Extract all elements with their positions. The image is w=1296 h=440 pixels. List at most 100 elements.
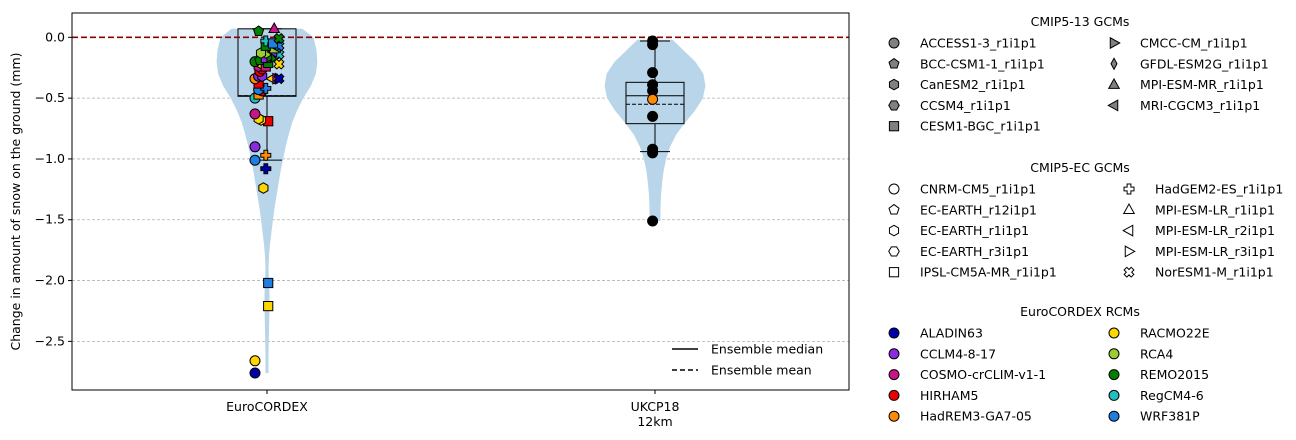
legend-label: CESM1-BGC_r1i1p1 (920, 119, 1041, 134)
violin-body (216, 28, 318, 374)
legend-marker (1108, 369, 1120, 381)
data-point (253, 25, 265, 36)
data-point (267, 38, 279, 49)
legend-marker (1124, 245, 1136, 258)
y-tick-label: −0.5 (35, 90, 65, 105)
legend-marker (1122, 203, 1136, 215)
y-axis-label: Change in amount of snow on the ground (… (8, 52, 23, 350)
data-point (260, 149, 272, 161)
legend-marker (888, 410, 900, 422)
data-point (647, 110, 659, 122)
data-point (249, 367, 261, 379)
legend-label: NorESM1-M_r1i1p1 (1155, 265, 1274, 280)
legend-label: ALADIN63 (920, 326, 983, 341)
legend-label: EC-EARTH_r3i1p1 (920, 244, 1029, 259)
inner-legend-label: Ensemble median (711, 342, 823, 357)
legend-label: REMO2015 (1140, 367, 1209, 382)
legend-marker (1108, 410, 1120, 422)
data-point (647, 215, 659, 227)
legend-marker (1123, 266, 1135, 278)
legend-label: GFDL-ESM2G_r1i1p1 (1140, 56, 1269, 71)
legend-marker (1110, 57, 1118, 71)
legend-marker (888, 369, 900, 381)
legend-group-title: CMIP5-13 GCMs (1031, 14, 1130, 29)
legend-marker (888, 37, 900, 49)
legend-label: WRF381P (1140, 409, 1200, 424)
legend-marker (888, 121, 900, 132)
data-point (249, 355, 261, 367)
data-point (647, 93, 659, 105)
legend-label: EC-EARTH_r1i1p1 (920, 223, 1029, 238)
legend-label: CanESM2_r1i1p1 (920, 77, 1026, 92)
box (237, 28, 297, 97)
y-tick-label: −1.5 (35, 212, 65, 227)
data-point (249, 154, 261, 166)
legend-group: CMIP5-EC GCMs CNRM-CM5_r1i1p1 EC-EARTH_r12… (888, 160, 1283, 280)
legend-label: RCA4 (1140, 346, 1173, 361)
legend-marker (1107, 99, 1119, 112)
data-point (260, 163, 272, 175)
legend-label: HadGEM2-ES_r1i1p1 (1155, 182, 1283, 197)
legend-label: CMCC-CM_r1i1p1 (1140, 36, 1248, 51)
data-point (268, 22, 281, 34)
data-point (258, 182, 269, 194)
legend-label: EC-EARTH_r12i1p1 (920, 202, 1037, 217)
legend-group: EuroCORDEX RCMs ALADIN63 CCLM4-8-17 COSMO-c… (888, 304, 1210, 424)
legend-label: MPI-ESM-LR_r2i1p1 (1155, 223, 1275, 238)
data-point (647, 67, 659, 79)
y-tick-label: 0.0 (45, 29, 65, 44)
legend-label: CCSM4_r1i1p1 (920, 98, 1011, 113)
x-tick-label: UKCP18 (631, 399, 680, 414)
legend-label: ACCESS1-3_r1i1p1 (920, 36, 1037, 51)
legend-marker (1108, 348, 1120, 360)
legend-label: HIRHAM5 (920, 388, 978, 403)
legend-group: CMIP5-13 GCMs ACCESS1-3_r1i1p1 BCC-CSM1-1_… (888, 14, 1269, 134)
legend-label: MPI-ESM-MR_r1i1p1 (1140, 77, 1264, 92)
data-point (249, 141, 261, 153)
legend-marker (1108, 389, 1120, 401)
x-tick-label: 12km (637, 414, 672, 429)
legend-marker (1123, 183, 1135, 195)
legend-label: HadREM3-GA7-05 (920, 409, 1032, 424)
legend-marker (888, 224, 900, 237)
data-point (249, 108, 261, 120)
legend-marker (888, 183, 900, 195)
legend-marker (888, 78, 900, 91)
legend-label: COSMO-crCLIM-v1-1 (920, 367, 1046, 382)
y-tick-label: −2.0 (35, 273, 65, 288)
legend-group-title: EuroCORDEX RCMs (1020, 304, 1140, 319)
data-point (273, 32, 285, 45)
legend-marker (888, 389, 900, 401)
legend-marker (888, 57, 900, 69)
legend-label: RACMO22E (1140, 326, 1210, 341)
legend-marker (888, 246, 900, 257)
legend-marker (888, 348, 900, 360)
legend-label: IPSL-CM5A-MR_r1i1p1 (920, 265, 1057, 280)
legend-marker (888, 267, 900, 278)
legend-marker (1107, 77, 1121, 89)
legend-label: CCLM4-8-17 (920, 346, 996, 361)
legend-marker (888, 327, 900, 339)
data-point (647, 39, 659, 51)
legend-label: MPI-ESM-LR_r3i1p1 (1155, 244, 1275, 259)
data-point (647, 147, 659, 159)
y-tick-label: −1.0 (35, 151, 65, 166)
legend-marker (1108, 327, 1120, 339)
legend-marker (888, 203, 900, 215)
legend-marker (1122, 224, 1134, 237)
data-point (273, 73, 285, 85)
legend: CMIP5-13 GCMs ACCESS1-3_r1i1p1 BCC-CSM1-1_… (888, 14, 1283, 424)
data-point (260, 35, 272, 47)
legend-label: RegCM4-6 (1140, 388, 1204, 403)
legend-label: MPI-ESM-LR_r1i1p1 (1155, 202, 1275, 217)
data-point (263, 277, 274, 289)
legend-group-title: CMIP5-EC GCMs (1030, 160, 1130, 175)
inner-legend-label: Ensemble mean (711, 363, 812, 378)
x-tick-label: EuroCORDEX (226, 399, 308, 414)
legend-marker (888, 100, 900, 111)
legend-label: BCC-CSM1-1_r1i1p1 (920, 56, 1045, 71)
legend-marker (1109, 36, 1121, 50)
plot-area: 0.0 −0.5 −1.0 −1.5 −2.0 −2.5 Change in amount … (8, 12, 850, 429)
y-tick-label: −2.5 (35, 333, 65, 348)
